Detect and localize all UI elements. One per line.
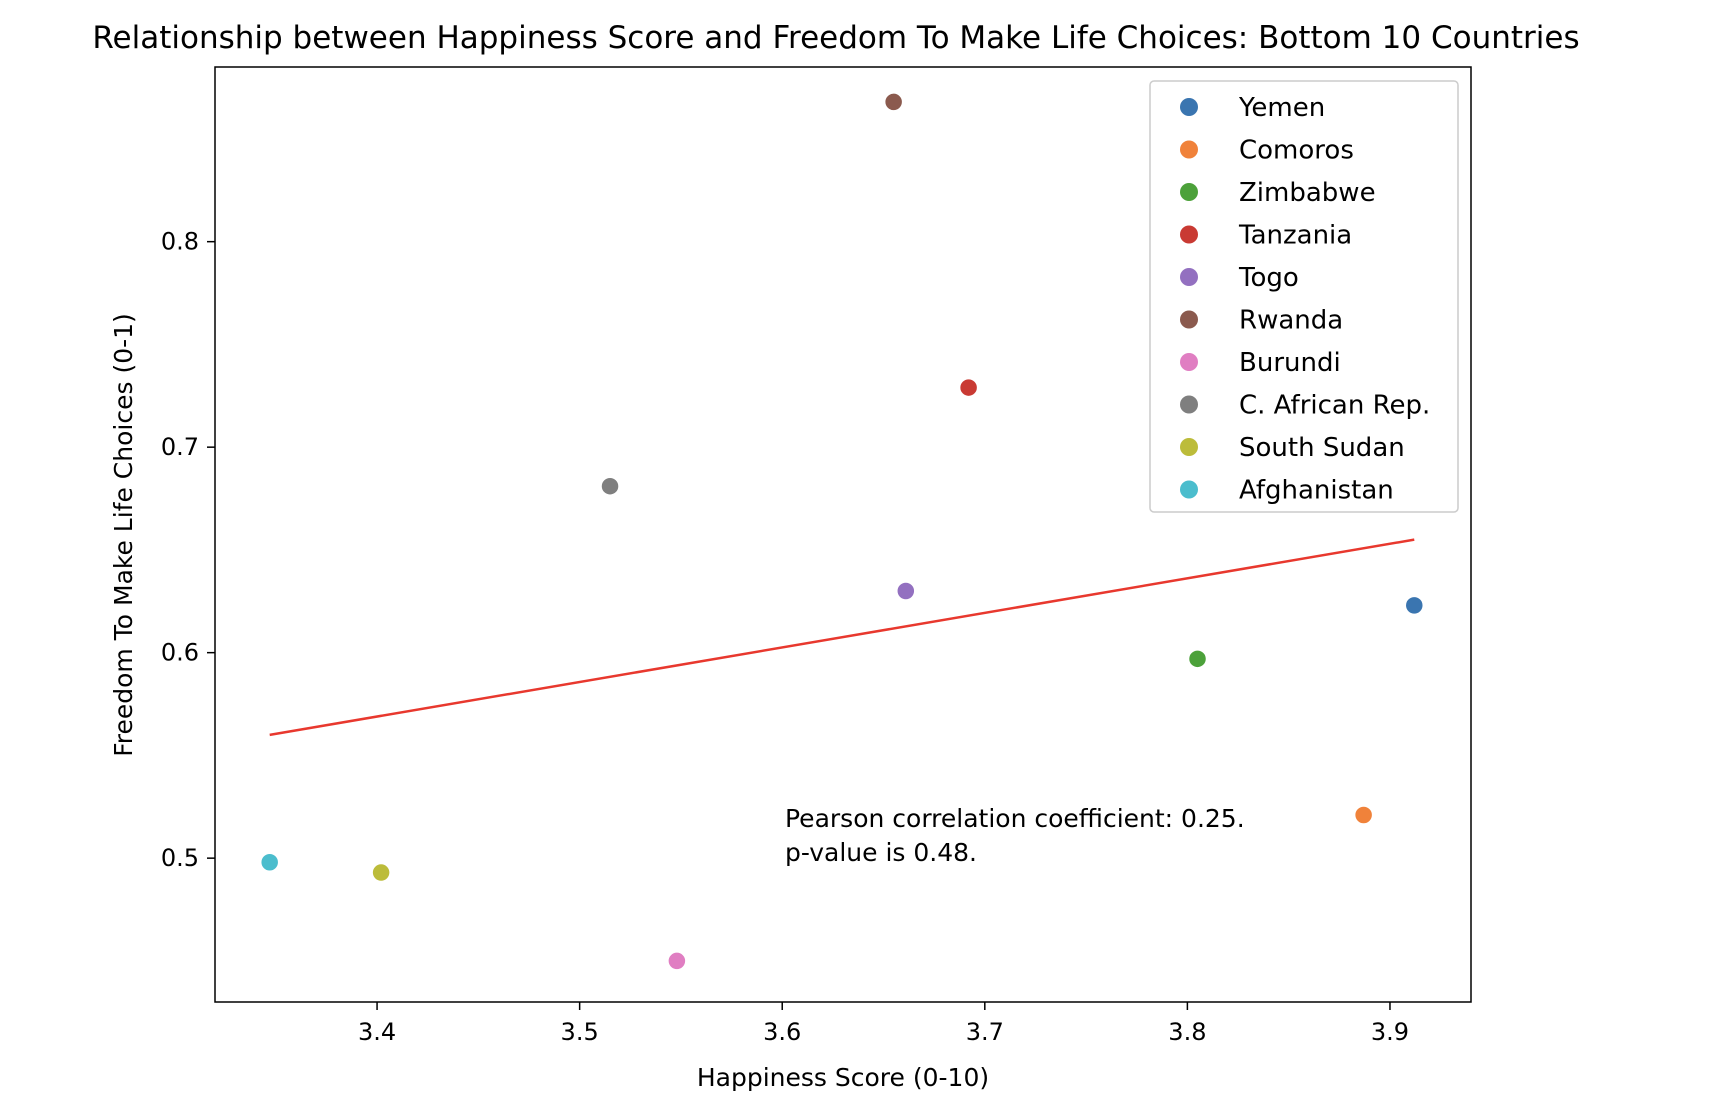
y-tick-label: 0.6 bbox=[161, 639, 199, 667]
y-tick-label: 0.8 bbox=[161, 228, 199, 256]
data-point-rwanda bbox=[883, 92, 904, 112]
legend-label: Afghanistan bbox=[1239, 476, 1394, 506]
data-point-south-sudan bbox=[371, 862, 391, 883]
y-tick-label: 0.7 bbox=[161, 433, 199, 461]
legend-marker bbox=[1180, 438, 1198, 456]
legend-marker bbox=[1180, 183, 1198, 201]
legend-label: Comoros bbox=[1239, 136, 1354, 166]
data-point-zimbabwe bbox=[1187, 649, 1208, 669]
legend-label: Yemen bbox=[1238, 93, 1325, 123]
legend-label: South Sudan bbox=[1239, 433, 1405, 463]
regression-line bbox=[269, 538, 1415, 737]
x-tick-label: 3.8 bbox=[1168, 1018, 1206, 1046]
legend-marker bbox=[1180, 98, 1198, 116]
data-point-yemen bbox=[1404, 595, 1425, 616]
data-point-comoros bbox=[1353, 805, 1374, 825]
x-tick-label: 3.5 bbox=[561, 1018, 599, 1046]
x-tick-label: 3.4 bbox=[358, 1018, 396, 1046]
regression-line-group bbox=[269, 538, 1415, 737]
legend-label: Burundi bbox=[1239, 348, 1341, 378]
legend: Yemen Comoros Zimbabwe Tanzania Togo Rwanda Bu… bbox=[1149, 80, 1459, 513]
legend-marker bbox=[1180, 395, 1198, 414]
data-point-c-african-rep bbox=[600, 476, 620, 496]
legend-label: Tanzania bbox=[1238, 221, 1352, 251]
legend-label: Togo bbox=[1238, 263, 1299, 293]
data-point-afghanistan bbox=[259, 852, 280, 873]
y-tick-label: 0.5 bbox=[161, 844, 199, 872]
x-tick-label: 3.7 bbox=[966, 1018, 1004, 1046]
annotation: Pearson correlation coefficient: 0.25. p… bbox=[785, 804, 1245, 867]
legend-marker bbox=[1180, 225, 1198, 244]
data-points bbox=[259, 92, 1425, 971]
y-axis-label: Freedom To Make Life Choices (0-1) bbox=[109, 313, 138, 757]
chart-title: Relationship between Happiness Score and… bbox=[92, 20, 1579, 56]
legend-label: Rwanda bbox=[1239, 306, 1343, 336]
x-axis-label: Happiness Score (0-10) bbox=[697, 1063, 989, 1092]
legend-frame bbox=[1149, 80, 1459, 513]
legend-marker bbox=[1180, 310, 1198, 329]
legend-label: C. African Rep. bbox=[1239, 391, 1430, 421]
data-point-burundi bbox=[667, 951, 687, 971]
data-point-tanzania bbox=[958, 377, 979, 398]
x-tick-label: 3.6 bbox=[763, 1018, 801, 1046]
legend-marker bbox=[1180, 140, 1198, 159]
legend-label: Zimbabwe bbox=[1239, 178, 1376, 208]
x-tick-label: 3.9 bbox=[1371, 1018, 1409, 1046]
legend-marker bbox=[1180, 353, 1198, 371]
data-point-togo bbox=[896, 581, 916, 601]
x-axis: 3.4 3.5 3.6 3.7 3.8 3.9 bbox=[358, 1002, 1409, 1046]
annotation-line-1: Pearson correlation coefficient: 0.25. bbox=[785, 804, 1245, 833]
annotation-line-2: p-value is 0.48. bbox=[785, 838, 977, 867]
plot-frame bbox=[214, 66, 1472, 1003]
legend-marker bbox=[1180, 480, 1198, 499]
legend-marker bbox=[1180, 268, 1198, 286]
y-axis: 0.5 0.6 0.7 0.8 bbox=[161, 228, 215, 872]
